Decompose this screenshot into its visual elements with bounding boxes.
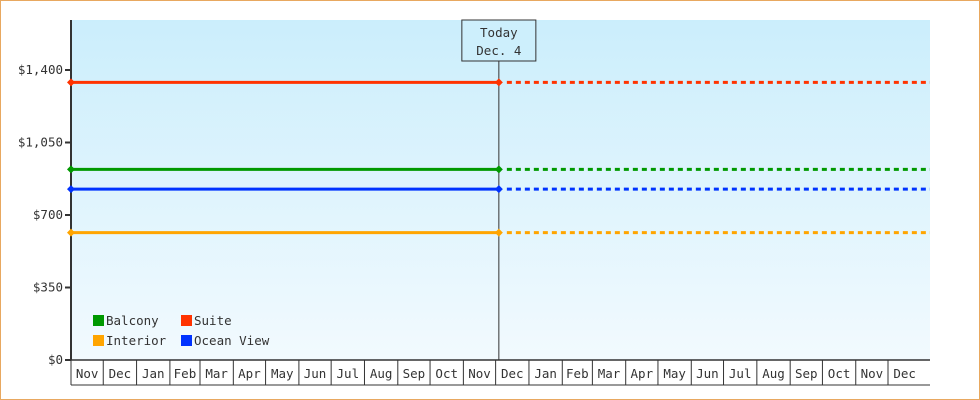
x-tick-label: Oct	[435, 366, 458, 381]
interior-point	[494, 228, 503, 237]
y-tick-label: $1,050	[18, 135, 63, 150]
x-tick-label: Feb	[566, 366, 589, 381]
x-tick-label: Oct	[828, 366, 851, 381]
x-tick-label: Jan	[142, 366, 165, 381]
x-tick-label: Nov	[861, 366, 884, 381]
legend-label: Suite	[194, 313, 232, 328]
x-tick-label: Nov	[468, 366, 491, 381]
x-tick-label: Mar	[598, 366, 621, 381]
x-tick-label: Mar	[205, 366, 228, 381]
x-tick-label: May	[271, 366, 294, 381]
x-tick-label: Nov	[76, 366, 99, 381]
interior-point	[67, 228, 75, 237]
y-tick-label: $350	[33, 280, 63, 295]
legend-swatch	[181, 315, 192, 326]
x-tick-label: Feb	[174, 366, 197, 381]
today-box	[461, 19, 537, 62]
balcony-point	[494, 165, 503, 174]
legend-label: Interior	[106, 333, 167, 348]
x-tick-label: Jul	[337, 366, 360, 381]
x-tick-label: Dec	[501, 366, 524, 381]
x-tick-label: Jun	[304, 366, 327, 381]
x-tick-label: Apr	[238, 366, 261, 381]
x-tick-label: Jun	[696, 366, 719, 381]
legend-swatch	[181, 335, 192, 346]
x-tick-label: Sep	[403, 366, 426, 381]
legend-swatch	[93, 315, 104, 326]
suite-point	[67, 78, 75, 87]
x-tick-label: May	[663, 366, 686, 381]
x-tick-label: Jul	[729, 366, 752, 381]
y-tick-label: $0	[48, 352, 63, 367]
legend-label: Balcony	[106, 313, 159, 328]
x-tick-label: Sep	[795, 366, 818, 381]
legend-label: Ocean View	[194, 333, 270, 348]
x-tick-label: Jan	[534, 366, 557, 381]
ocean-view-point	[67, 185, 75, 194]
suite-point	[494, 78, 503, 87]
x-tick-label: Aug	[370, 366, 393, 381]
x-tick-label: Dec	[109, 366, 132, 381]
x-tick-label: Apr	[631, 366, 654, 381]
legend-swatch	[93, 335, 104, 346]
y-tick-label: $700	[33, 207, 63, 222]
today-date: Dec. 4	[476, 43, 521, 58]
x-tick-label: Aug	[762, 366, 785, 381]
today-label: Today	[480, 25, 518, 40]
ocean-view-point	[494, 185, 503, 194]
x-tick-label: Dec	[893, 366, 916, 381]
y-tick-label: $1,400	[18, 62, 63, 77]
balcony-point	[67, 165, 75, 174]
